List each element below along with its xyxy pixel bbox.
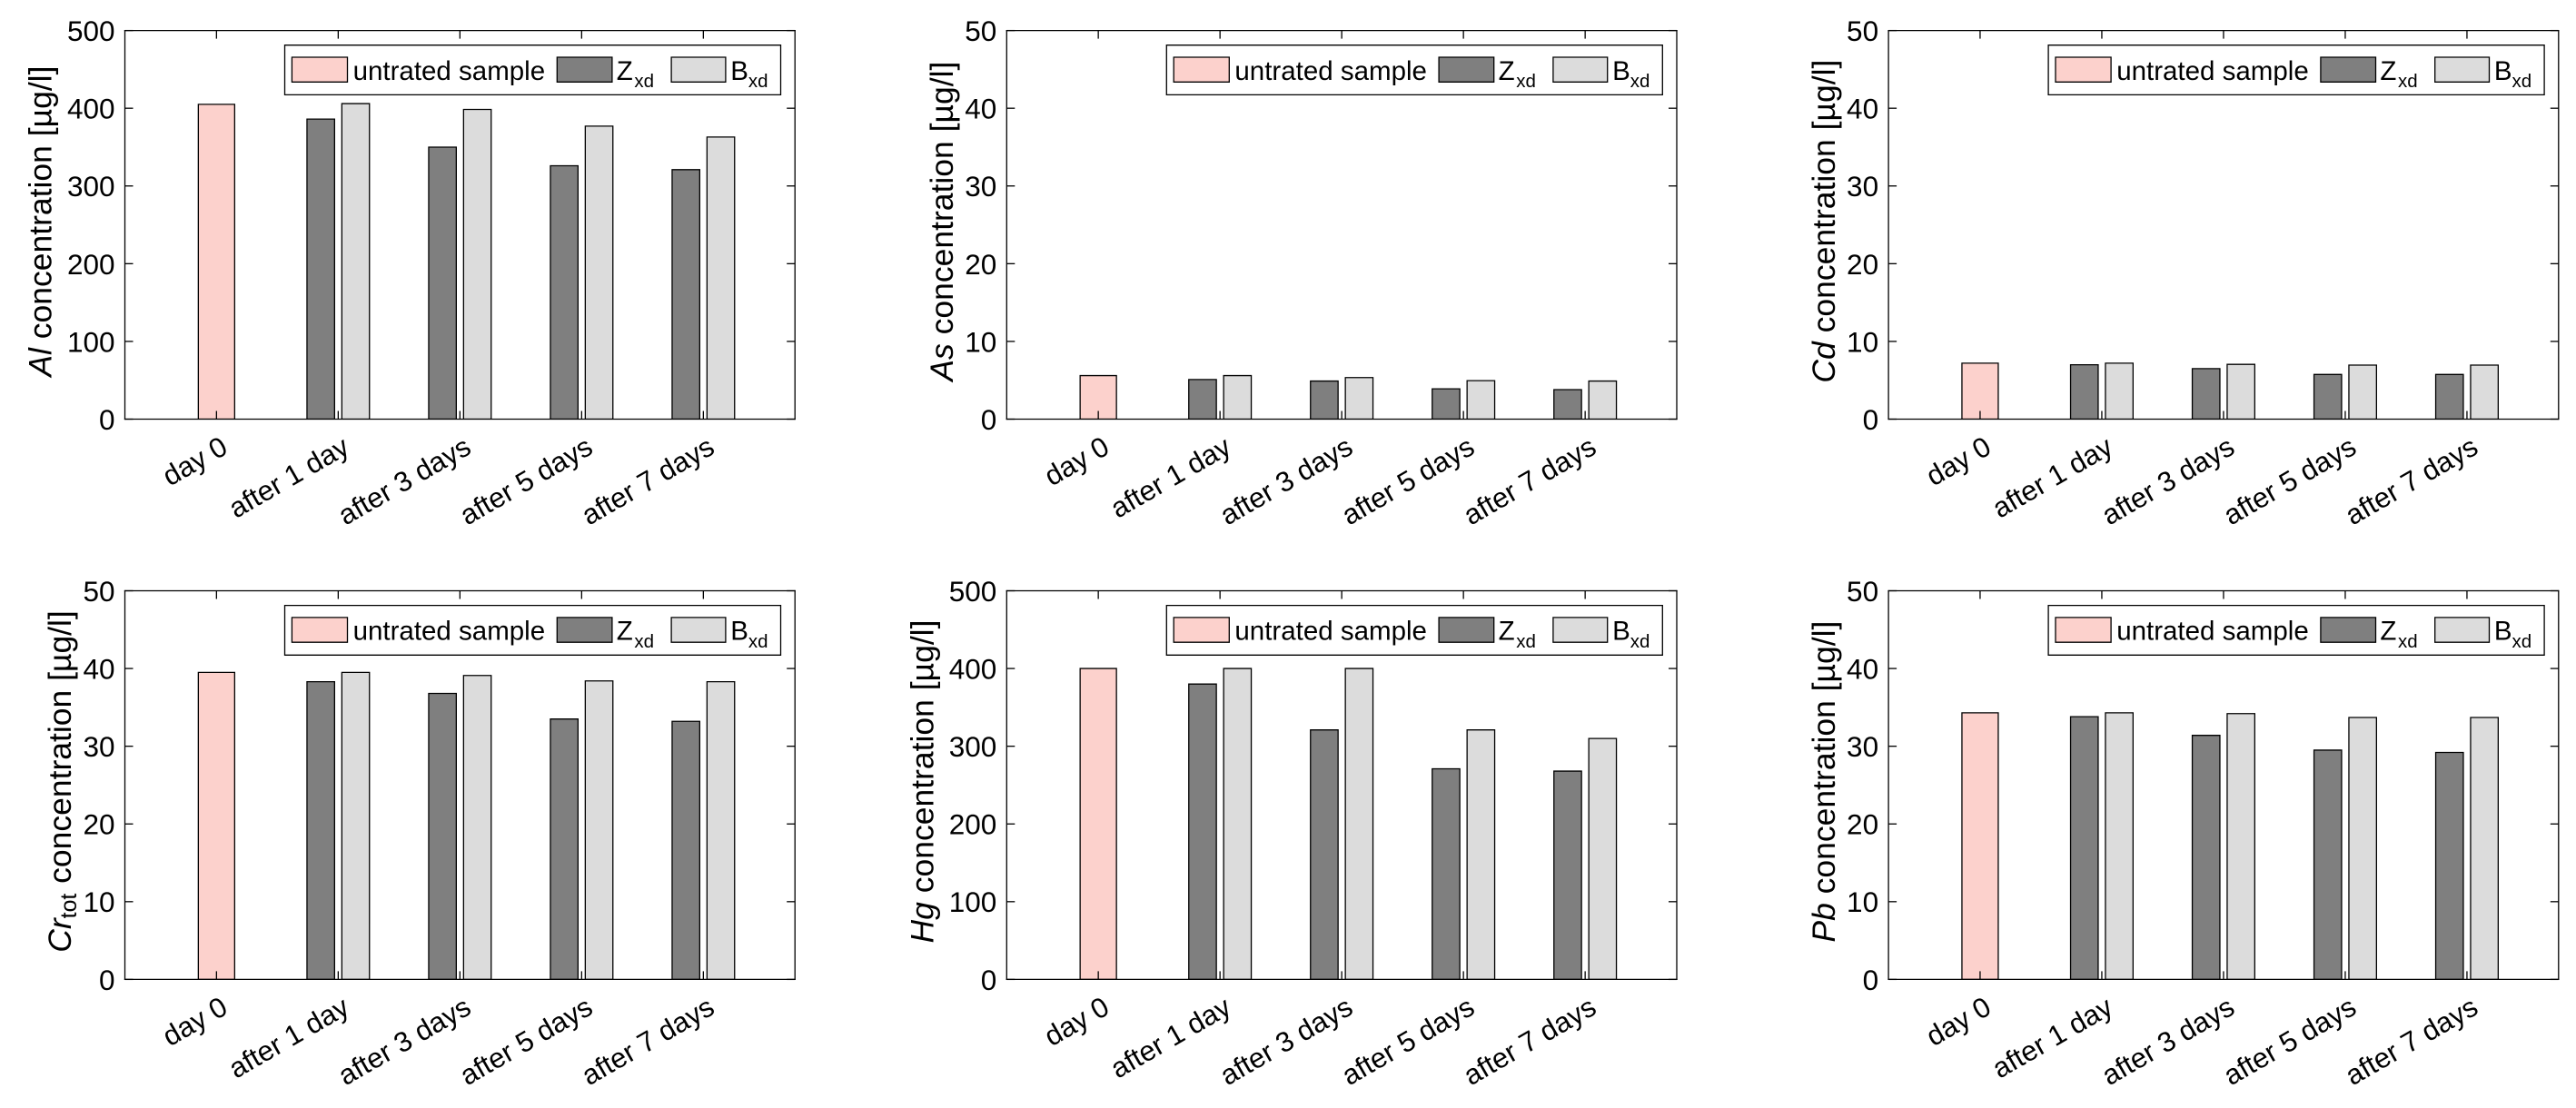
svg-text:500: 500 bbox=[67, 15, 115, 47]
svg-text:20: 20 bbox=[83, 808, 114, 841]
svg-text:B: B bbox=[2494, 617, 2512, 647]
svg-text:C r t o: C r t o t c o n c e n t r a t i o n [ µ … bbox=[42, 610, 82, 953]
svg-text:500: 500 bbox=[949, 575, 997, 608]
svg-text:100: 100 bbox=[67, 325, 115, 358]
svg-text:10: 10 bbox=[83, 885, 114, 918]
svg-text:untrated sample: untrated sample bbox=[1234, 617, 1427, 647]
svg-text:untrated sample: untrated sample bbox=[2116, 56, 2309, 86]
svg-text:B: B bbox=[730, 56, 748, 86]
svg-text:0: 0 bbox=[981, 403, 997, 436]
svg-text:20: 20 bbox=[965, 248, 996, 281]
svg-text:Z: Z bbox=[2380, 617, 2396, 647]
svg-text:untrated sample: untrated sample bbox=[1234, 56, 1427, 86]
svg-text:400: 400 bbox=[949, 652, 997, 685]
svg-text:A s c: A s c o n c e n t r a t i o n [ µ g / l … bbox=[924, 62, 960, 383]
svg-text:H g c: H g c o n c e n t r a t i o n [ µ g / l … bbox=[904, 620, 940, 944]
svg-text:Z: Z bbox=[617, 617, 633, 647]
svg-text:xd: xd bbox=[634, 631, 654, 652]
svg-text:200: 200 bbox=[949, 808, 997, 841]
svg-text:20: 20 bbox=[1847, 248, 1878, 281]
svg-text:P b c: P b c o n c e n t r a t i o n [ µ g / l … bbox=[1806, 621, 1842, 943]
svg-text:Z: Z bbox=[617, 56, 633, 86]
svg-text:30: 30 bbox=[965, 170, 996, 203]
svg-text:50: 50 bbox=[83, 575, 114, 608]
svg-text:Z: Z bbox=[1499, 617, 1515, 647]
svg-text:C d c: C d c o n c e n t r a t i o n [ µ g / l … bbox=[1806, 60, 1842, 383]
svg-text:xd: xd bbox=[2512, 71, 2532, 92]
svg-text:50: 50 bbox=[1847, 15, 1878, 47]
svg-text:0: 0 bbox=[1863, 964, 1879, 996]
svg-text:50: 50 bbox=[1847, 575, 1878, 608]
svg-text:0: 0 bbox=[99, 964, 115, 996]
svg-text:0: 0 bbox=[1863, 403, 1879, 436]
svg-text:Z: Z bbox=[1499, 56, 1515, 86]
svg-text:100: 100 bbox=[949, 885, 997, 918]
svg-text:xd: xd bbox=[1630, 71, 1650, 92]
svg-text:B: B bbox=[1612, 56, 1630, 86]
svg-text:30: 30 bbox=[1847, 730, 1878, 763]
svg-text:30: 30 bbox=[1847, 170, 1878, 203]
svg-text:300: 300 bbox=[67, 170, 115, 203]
svg-text:200: 200 bbox=[67, 248, 115, 281]
svg-text:xd: xd bbox=[748, 71, 768, 92]
svg-text:xd: xd bbox=[1516, 631, 1536, 652]
svg-text:300: 300 bbox=[949, 730, 997, 763]
svg-text:40: 40 bbox=[83, 652, 114, 685]
svg-text:10: 10 bbox=[1847, 325, 1878, 358]
svg-text:untrated sample: untrated sample bbox=[2116, 617, 2309, 647]
svg-text:xd: xd bbox=[2398, 631, 2418, 652]
svg-text:10: 10 bbox=[1847, 885, 1878, 918]
svg-text:20: 20 bbox=[1847, 808, 1878, 841]
svg-text:40: 40 bbox=[965, 93, 996, 125]
svg-text:xd: xd bbox=[1516, 71, 1536, 92]
svg-text:Z: Z bbox=[2380, 56, 2396, 86]
svg-text:xd: xd bbox=[2398, 71, 2418, 92]
svg-text:B: B bbox=[730, 617, 748, 647]
svg-text:xd: xd bbox=[748, 631, 768, 652]
svg-text:0: 0 bbox=[99, 403, 115, 436]
svg-text:50: 50 bbox=[965, 15, 996, 47]
svg-text:untrated sample: untrated sample bbox=[353, 617, 546, 647]
svg-text:0: 0 bbox=[981, 964, 997, 996]
svg-text:30: 30 bbox=[83, 730, 114, 763]
svg-text:B: B bbox=[1612, 617, 1630, 647]
svg-text:40: 40 bbox=[1847, 652, 1878, 685]
svg-text:400: 400 bbox=[67, 93, 115, 125]
svg-text:A l c: A l c o n c e n t r a t i o n [ µ g / l … bbox=[23, 66, 59, 379]
svg-text:xd: xd bbox=[2512, 631, 2532, 652]
svg-text:xd: xd bbox=[1630, 631, 1650, 652]
svg-text:40: 40 bbox=[1847, 93, 1878, 125]
svg-text:B: B bbox=[2494, 56, 2512, 86]
svg-text:untrated sample: untrated sample bbox=[353, 56, 546, 86]
svg-text:10: 10 bbox=[965, 325, 996, 358]
svg-text:xd: xd bbox=[634, 71, 654, 92]
